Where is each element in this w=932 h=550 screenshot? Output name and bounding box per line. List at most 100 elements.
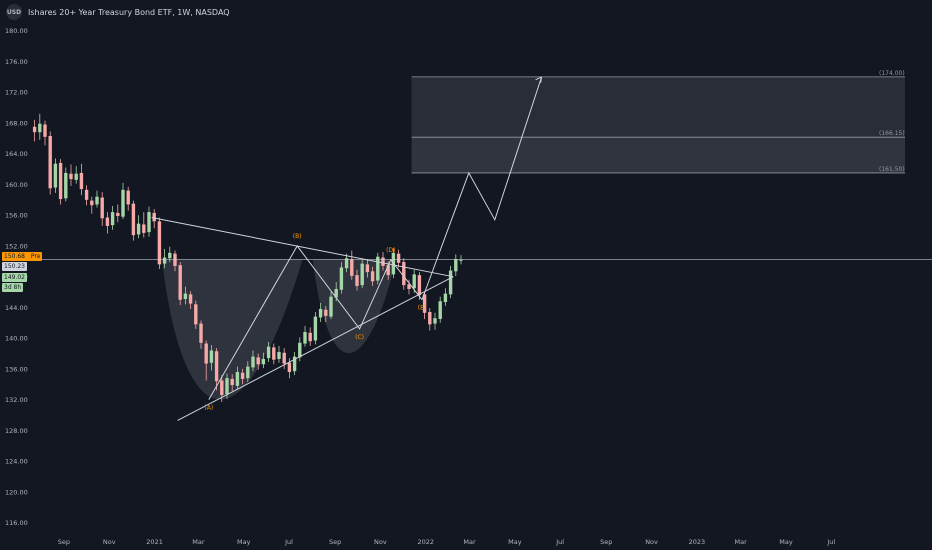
price-tick-label: 116.00: [5, 519, 28, 527]
time-tick-label: May: [237, 538, 251, 546]
candle-body: [433, 318, 437, 324]
candle-body: [443, 293, 448, 303]
candle-body: [178, 265, 182, 300]
candle-body: [79, 172, 84, 190]
price-tick-label: 156.00: [5, 212, 28, 220]
candle-body: [126, 190, 130, 205]
cup-pattern-shading: [162, 259, 396, 400]
candlesticks: [32, 113, 463, 402]
candle-body: [355, 275, 359, 286]
price-tick-label: 152.00: [5, 242, 28, 250]
candle-body: [246, 366, 250, 379]
candle-body: [386, 265, 390, 276]
time-tick-label: Sep: [329, 538, 341, 546]
candle-body: [303, 332, 307, 344]
time-tick-label: Nov: [645, 538, 658, 546]
candle-body: [417, 275, 422, 296]
candle-body: [199, 323, 203, 343]
candle-body: [84, 189, 89, 200]
candle-body: [214, 351, 219, 382]
candle-body: [225, 378, 229, 395]
candle-body: [69, 173, 73, 180]
price-tick-label: 160.00: [5, 181, 28, 189]
candle-body: [428, 312, 432, 325]
candle-body: [32, 126, 37, 133]
price-tick-label: 136.00: [5, 365, 28, 373]
candle-body: [74, 173, 78, 180]
time-tick-label: Nov: [374, 538, 387, 546]
candle-body: [110, 212, 115, 226]
price-tick-label: 124.00: [5, 458, 28, 466]
candle-body: [116, 212, 120, 216]
candle-body: [376, 256, 380, 281]
wave-point-label: (E): [418, 305, 426, 312]
candle-body: [298, 342, 302, 358]
candle-body: [204, 343, 208, 364]
target-zones: (174.00) (166.15) (161.50): [411, 70, 905, 174]
candle-body: [220, 380, 224, 396]
candle-body: [53, 163, 58, 188]
candle-body: [147, 212, 151, 233]
candle-body: [282, 352, 286, 364]
candle-body: [168, 252, 172, 259]
candle-body: [266, 346, 271, 359]
wave-point-label: (B): [293, 233, 302, 240]
candle-body: [209, 350, 214, 363]
candle-body: [64, 172, 68, 199]
time-tick-label: Jul: [284, 538, 293, 546]
candle-body: [162, 257, 167, 264]
candle-body: [183, 293, 188, 299]
candle-body: [38, 123, 42, 133]
price-tick-label: 120.00: [5, 488, 28, 496]
candle-body: [90, 200, 94, 206]
projection-path: [421, 76, 543, 300]
time-tick-label: Nov: [103, 538, 116, 546]
candle-body: [272, 347, 276, 360]
candle-body: [324, 309, 328, 316]
time-tick-label: 2023: [689, 538, 706, 546]
time-tick-label: Jul: [826, 538, 835, 546]
symbol-title[interactable]: Ishares 20+ Year Treasury Bond ETF, 1W, …: [28, 7, 230, 17]
candle-body: [350, 259, 354, 276]
candle-body: [251, 356, 255, 368]
time-tick-label: Mar: [192, 538, 205, 546]
candle-body: [121, 189, 125, 217]
time-axis: Sep Nov 2021 Mar May Jul Sep Nov 2022 Mar May Jul Se…: [58, 538, 836, 546]
candle-body: [256, 357, 260, 365]
candle-body: [188, 294, 193, 304]
candle-body: [381, 257, 385, 266]
wave-labels: (A) (B) (C) (D) (E): [204, 233, 426, 412]
target-level-label: (174.00): [879, 70, 905, 77]
candle-body: [308, 332, 312, 342]
candle-body: [313, 316, 318, 341]
wave-point-label: (C): [355, 334, 364, 341]
candle-body: [48, 136, 52, 189]
candle-body: [152, 212, 156, 222]
price-axis: 116.00 120.00 124.00 128.00 132.00 136.00 140.…: [5, 27, 28, 527]
wave-point-label: (A): [204, 405, 213, 412]
candle-body: [100, 197, 104, 219]
price-tick-label: 144.00: [5, 304, 28, 312]
candle-body: [131, 203, 136, 236]
candle-body: [105, 217, 110, 226]
price-tick-label: 168.00: [5, 119, 28, 127]
target-level-label: (161.50): [879, 166, 905, 173]
candle-body: [412, 274, 416, 289]
candle-body: [292, 356, 297, 372]
candle-body: [448, 270, 453, 295]
time-tick-label: 2022: [417, 538, 434, 546]
price-tick-label: 172.00: [5, 89, 28, 97]
candle-body: [344, 258, 349, 269]
candle-body: [396, 253, 401, 263]
time-tick-label: Mar: [735, 538, 748, 546]
price-tick-label: 140.00: [5, 335, 28, 343]
candle-body: [438, 301, 442, 319]
abcde-wave-path: [208, 245, 423, 400]
candle-body: [329, 296, 333, 317]
last-price-tag: 150.23: [2, 262, 27, 271]
price-tick-label: 128.00: [5, 427, 28, 435]
time-tick-label: Jul: [555, 538, 564, 546]
price-tick-label: 132.00: [5, 396, 28, 404]
candle-body: [230, 378, 234, 386]
